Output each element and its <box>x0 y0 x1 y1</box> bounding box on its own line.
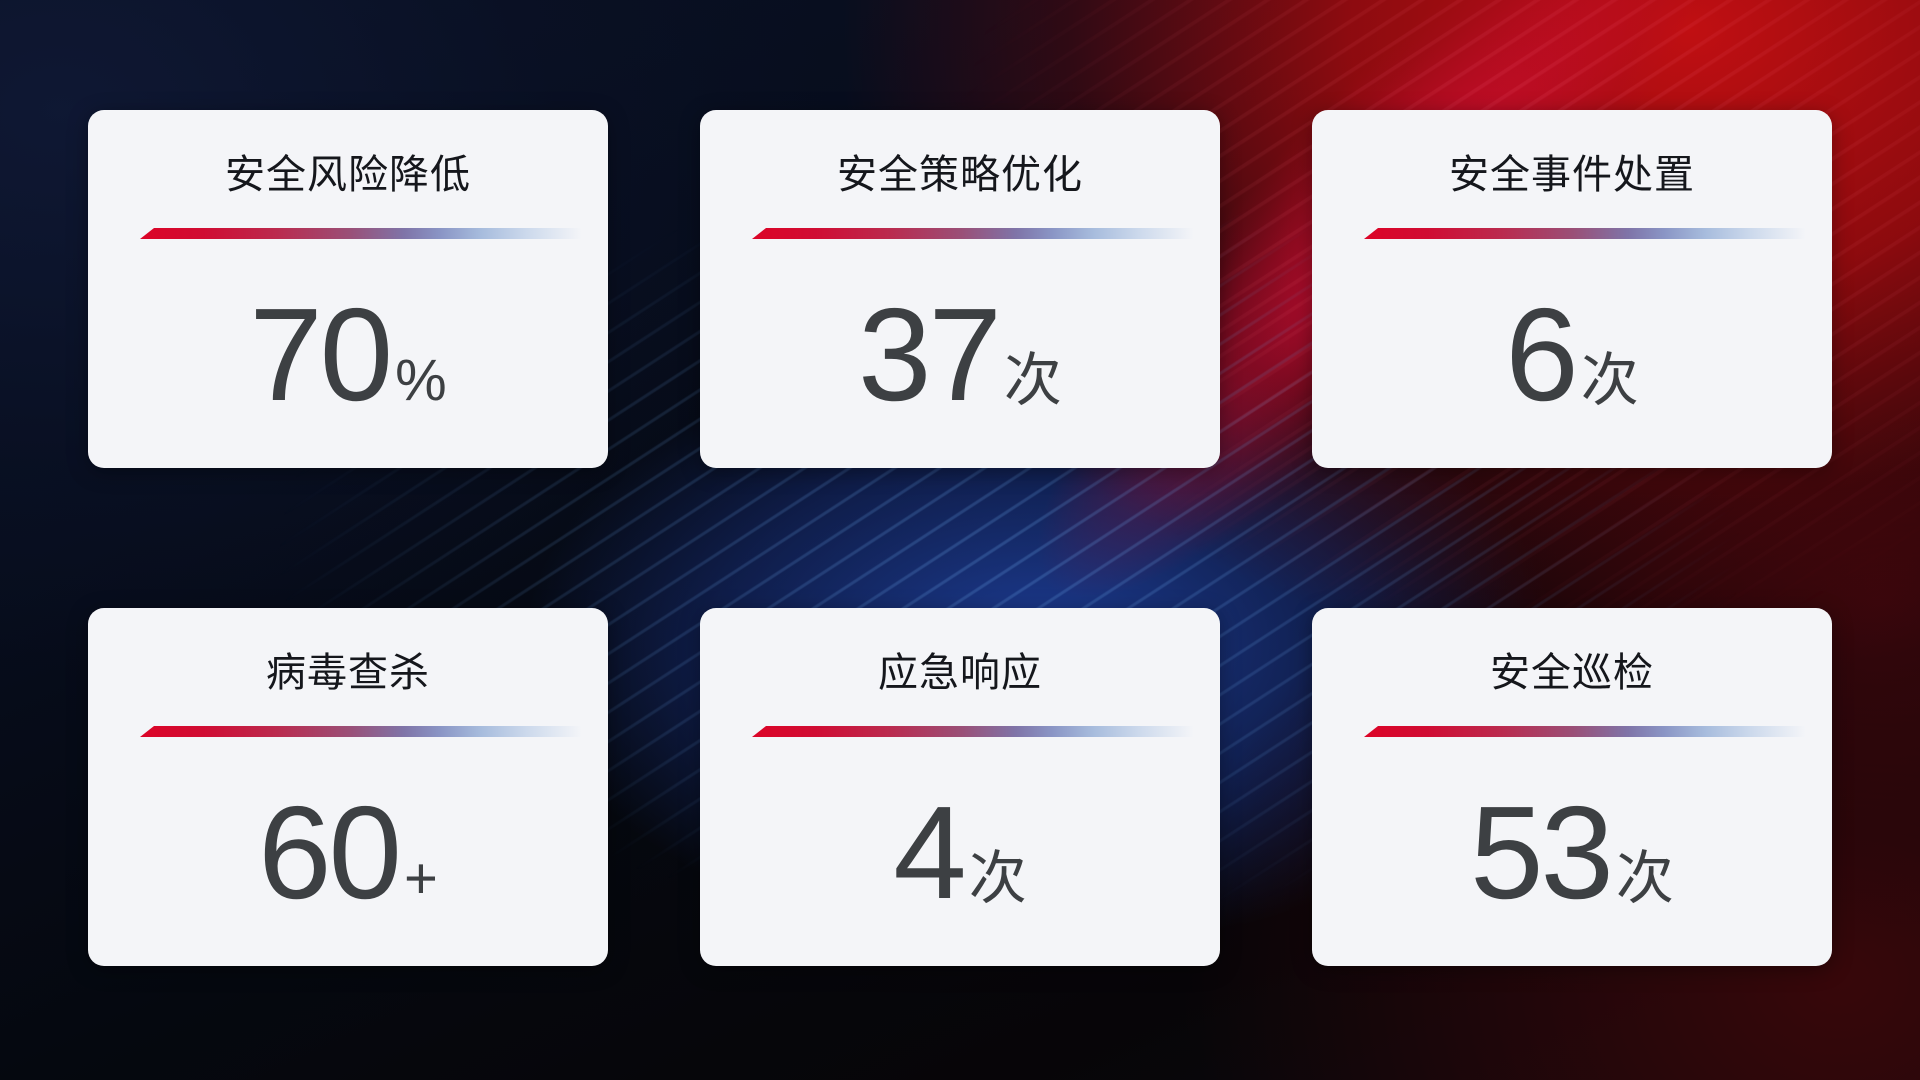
accent-gradient-line <box>1364 726 1819 737</box>
stat-number: 53 <box>1470 779 1614 926</box>
stat-number: 70 <box>249 281 393 428</box>
stat-unit: 次 <box>968 846 1027 911</box>
stat-unit: % <box>395 348 447 413</box>
card-title: 安全事件处置 <box>1449 153 1695 197</box>
card-title: 安全策略优化 <box>837 153 1083 197</box>
stat-value-row: 60 + <box>258 787 438 919</box>
stat-unit: 次 <box>1003 348 1062 413</box>
card-title: 安全风险降低 <box>225 153 471 197</box>
stat-card-security-inspection: 安全巡检 53 次 <box>1312 608 1832 966</box>
stat-value-row: 37 次 <box>858 289 1062 421</box>
stat-unit: 次 <box>1615 846 1674 911</box>
stat-number: 6 <box>1505 281 1578 428</box>
accent-gradient-line <box>752 726 1207 737</box>
stat-value-row: 70 % <box>249 289 446 421</box>
stats-grid: 安全风险降低 70 % 安全策略优化 37 次 安全事件处置 6 次 病毒查 <box>88 110 1832 966</box>
stat-value-row: 4 次 <box>893 787 1026 919</box>
accent-gradient-line <box>140 228 595 239</box>
stat-unit: 次 <box>1580 348 1639 413</box>
stat-card-emergency-response: 应急响应 4 次 <box>700 608 1220 966</box>
stat-value-row: 6 次 <box>1505 289 1638 421</box>
card-title: 安全巡检 <box>1490 651 1654 695</box>
stat-card-security-policy-optimization: 安全策略优化 37 次 <box>700 110 1220 468</box>
accent-gradient-line <box>140 726 595 737</box>
stat-card-virus-scan: 病毒查杀 60 + <box>88 608 608 966</box>
card-title: 应急响应 <box>878 651 1042 695</box>
stat-number: 37 <box>858 281 1002 428</box>
stat-card-security-risk-reduction: 安全风险降低 70 % <box>88 110 608 468</box>
card-title: 病毒查杀 <box>266 651 430 695</box>
stat-number: 4 <box>893 779 966 926</box>
stat-value-row: 53 次 <box>1470 787 1674 919</box>
accent-gradient-line <box>1364 228 1819 239</box>
stat-unit: + <box>403 846 438 911</box>
stat-card-security-incident-handling: 安全事件处置 6 次 <box>1312 110 1832 468</box>
accent-gradient-line <box>752 228 1207 239</box>
stat-number: 60 <box>258 779 402 926</box>
